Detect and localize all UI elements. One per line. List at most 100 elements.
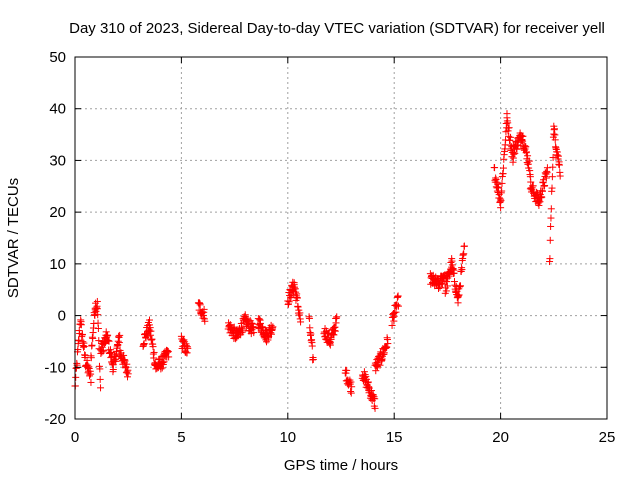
y-tick-label: 10 bbox=[49, 256, 66, 273]
data-point-plus bbox=[361, 371, 369, 379]
y-tick-label: 50 bbox=[49, 49, 66, 66]
data-point-plus bbox=[72, 373, 80, 381]
data-point-plus bbox=[87, 354, 95, 362]
data-point-plus bbox=[107, 348, 115, 356]
data-point-plus bbox=[348, 383, 356, 391]
data-point-plus bbox=[524, 152, 532, 160]
data-point-plus bbox=[183, 349, 191, 357]
grid-lines bbox=[75, 57, 607, 419]
data-point-plus bbox=[542, 174, 550, 182]
data-point-plus bbox=[491, 164, 499, 172]
data-point-plus bbox=[527, 178, 535, 186]
data-point-plus bbox=[549, 154, 557, 162]
data-point-plus bbox=[393, 301, 401, 309]
data-point-plus bbox=[394, 302, 402, 310]
y-tick-label: 30 bbox=[49, 152, 66, 169]
data-point-plus bbox=[75, 337, 83, 345]
data-point-plus bbox=[388, 321, 396, 329]
data-point-plus bbox=[87, 378, 95, 386]
data-point-plus bbox=[309, 355, 317, 363]
data-point-plus bbox=[372, 367, 380, 375]
data-point-plus bbox=[522, 143, 530, 151]
data-point-plus bbox=[442, 284, 450, 292]
data-point-plus bbox=[259, 323, 267, 331]
data-point-plus bbox=[494, 183, 502, 191]
y-tick-label: -10 bbox=[44, 359, 66, 376]
x-axis-label: GPS time / hours bbox=[284, 457, 398, 474]
x-tick-label: 15 bbox=[386, 429, 403, 446]
data-point-plus bbox=[105, 337, 113, 345]
data-point-plus bbox=[371, 404, 379, 412]
data-point-plus bbox=[143, 332, 151, 340]
data-point-plus bbox=[371, 395, 379, 403]
data-point-plus bbox=[97, 384, 105, 392]
data-point-plus bbox=[443, 282, 451, 290]
data-point-plus bbox=[78, 330, 86, 338]
y-axis-label: SDTVAR / TECUs bbox=[5, 178, 22, 298]
data-point-plus bbox=[123, 373, 131, 381]
data-point-plus bbox=[94, 324, 102, 332]
data-point-plus bbox=[522, 148, 530, 156]
data-points bbox=[71, 110, 564, 412]
data-point-plus bbox=[239, 326, 247, 334]
data-point-plus bbox=[554, 152, 562, 160]
data-point-plus bbox=[165, 353, 173, 361]
data-point-plus bbox=[95, 337, 103, 345]
data-point-plus bbox=[362, 372, 370, 380]
data-point-plus bbox=[538, 187, 546, 195]
data-point-plus bbox=[547, 214, 555, 222]
data-point-plus bbox=[255, 315, 263, 323]
data-point-plus bbox=[497, 204, 505, 212]
axis-ticks: 0 5 10 15 20 25 -20 -10 0 10 20 30 40 50 bbox=[44, 49, 615, 446]
data-point-plus bbox=[505, 124, 513, 132]
data-point-plus bbox=[89, 334, 97, 342]
data-point-plus bbox=[140, 340, 148, 348]
data-point-plus bbox=[333, 313, 341, 321]
y-tick-label: 20 bbox=[49, 204, 66, 221]
data-point-plus bbox=[83, 356, 91, 364]
y-tick-label: 40 bbox=[49, 101, 66, 118]
data-point-plus bbox=[365, 383, 373, 391]
data-point-plus bbox=[391, 309, 399, 317]
data-point-plus bbox=[498, 179, 506, 187]
data-point-plus bbox=[513, 141, 521, 149]
data-point-plus bbox=[347, 389, 355, 397]
y-tick-label: -20 bbox=[44, 411, 66, 428]
data-point-plus bbox=[269, 323, 277, 331]
data-point-plus bbox=[529, 182, 537, 190]
data-point-plus bbox=[458, 266, 466, 274]
data-point-plus bbox=[372, 362, 380, 370]
data-point-plus bbox=[498, 187, 506, 195]
data-point-plus bbox=[450, 269, 458, 277]
data-point-plus bbox=[250, 329, 258, 337]
data-point-plus bbox=[556, 172, 564, 180]
data-point-plus bbox=[541, 181, 549, 189]
x-tick-label: 25 bbox=[599, 429, 616, 446]
data-point-plus bbox=[532, 188, 540, 196]
data-point-plus bbox=[147, 327, 155, 335]
data-point-plus bbox=[547, 222, 555, 230]
data-point-plus bbox=[551, 125, 559, 133]
data-point-plus bbox=[305, 314, 313, 322]
data-point-plus bbox=[503, 110, 511, 118]
data-point-plus bbox=[507, 133, 515, 141]
data-point-plus bbox=[331, 327, 339, 335]
x-tick-label: 20 bbox=[492, 429, 509, 446]
data-point-plus bbox=[519, 132, 527, 140]
data-point-plus bbox=[93, 297, 101, 305]
data-point-plus bbox=[536, 198, 544, 206]
data-point-plus bbox=[540, 176, 548, 184]
data-point-plus bbox=[548, 173, 556, 181]
data-point-plus bbox=[248, 319, 256, 327]
data-point-plus bbox=[343, 366, 351, 374]
data-point-plus bbox=[505, 132, 513, 140]
data-point-plus bbox=[150, 348, 158, 356]
data-point-plus bbox=[504, 119, 512, 127]
data-point-plus bbox=[460, 250, 468, 258]
y-tick-label: 0 bbox=[58, 308, 66, 325]
data-point-plus bbox=[551, 136, 559, 144]
data-point-plus bbox=[330, 331, 338, 339]
data-point-plus bbox=[201, 317, 209, 325]
data-point-plus bbox=[392, 308, 400, 316]
